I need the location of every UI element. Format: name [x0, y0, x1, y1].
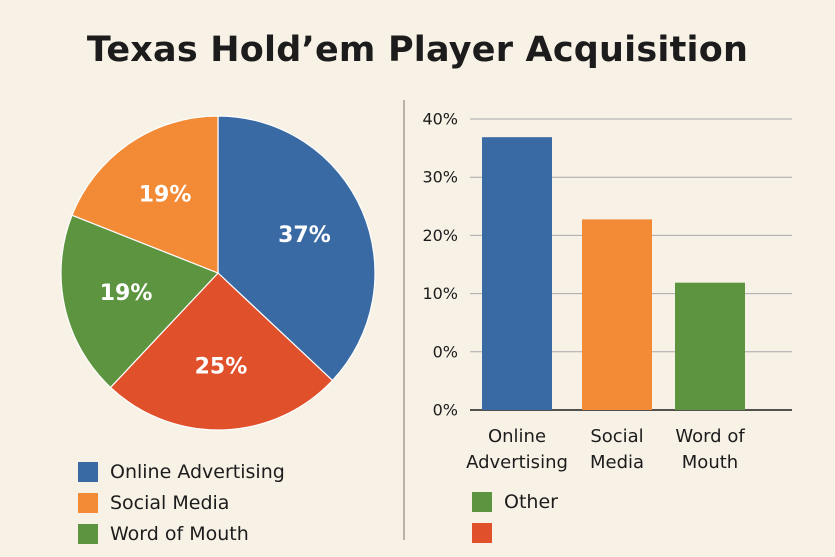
pie-legend-item-2: Word of Mouth [78, 518, 285, 549]
legend-label: Other [504, 490, 558, 513]
pie-slice-3 [71, 115, 219, 274]
x-tick-label-2-0: Word of [675, 426, 745, 447]
x-tick-label-0-1: Advertising [466, 452, 568, 473]
x-tick-label-2-1: Mouth [682, 452, 738, 473]
pie-slice-label-3: 19% [139, 183, 192, 208]
legend-label: Social Media [110, 491, 230, 514]
panel-divider [403, 100, 405, 540]
y-tick-label-3: 10% [422, 284, 458, 303]
y-tick-label-0: 40% [422, 110, 458, 129]
y-tick-label-1: 30% [422, 168, 458, 187]
bar-legend-item-0: Other [472, 486, 558, 517]
pie-slice-label-0: 37% [278, 223, 331, 248]
legend-label: Online Advertising [110, 460, 285, 483]
pie-slice-2 [60, 214, 220, 389]
legend-swatch [78, 461, 98, 482]
pie-slice-label-2: 19% [100, 281, 153, 306]
pie-legend: Online Advertising Social Media Word of Mo… [78, 456, 285, 549]
legend-label: Word of Mouth [110, 522, 249, 545]
pie-slice-label-1: 25% [195, 355, 248, 380]
x-tick-label-1-1: Media [590, 452, 644, 473]
pie-chart: 37% 25% 19% 19% [60, 115, 376, 431]
pie-slice-0 [217, 115, 376, 382]
pie-legend-item-1: Social Media [78, 487, 285, 518]
chart-title: Texas Hold’em Player Acquisition [86, 30, 749, 70]
y-tick-label-2: 20% [422, 226, 458, 245]
legend-swatch [472, 522, 492, 543]
y-tick-label-4: 0% [433, 342, 458, 361]
legend-swatch [472, 491, 492, 512]
legend-swatch [78, 492, 98, 513]
x-tick-label-1-0: Social [590, 426, 643, 447]
bar-1 [582, 219, 652, 410]
bar-chart: 40% 30% 20% 10% 0% 0% Online Advertising Social M… [422, 110, 792, 473]
pie-legend-item-0: Online Advertising [78, 456, 285, 487]
bar-legend-item-1 [472, 517, 558, 548]
legend-swatch [78, 523, 98, 544]
y-tick-label-5: 0% [433, 401, 458, 420]
x-tick-label-0-0: Online [488, 426, 546, 447]
bar-0 [482, 137, 552, 410]
bar-2 [675, 282, 745, 410]
bar-legend: Other [472, 486, 558, 548]
pie-slice-1 [109, 272, 334, 431]
